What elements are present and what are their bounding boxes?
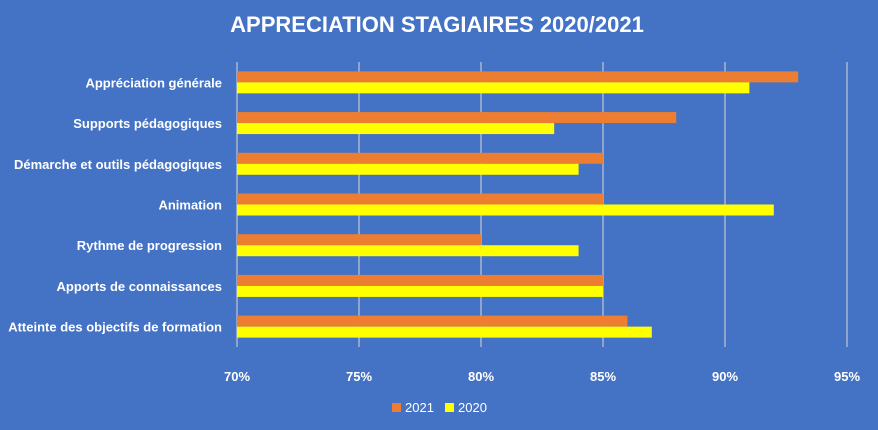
bar-2021 — [237, 193, 603, 205]
x-tick-label: 70% — [224, 369, 250, 384]
bar-2020 — [237, 123, 555, 135]
category-label: Démarche et outils pédagogiques — [14, 157, 222, 172]
bar-2021 — [237, 71, 799, 83]
category-label: Apports de connaissances — [57, 279, 222, 294]
bar-2021 — [237, 234, 481, 246]
x-tick-labels: 70% 75% 80% 85% 90% 95% — [224, 369, 860, 384]
bar-2021 — [237, 112, 677, 124]
bar-2021 — [237, 274, 603, 286]
bar-2021 — [237, 315, 628, 327]
bar-2020 — [237, 163, 579, 175]
category-label: Atteinte des objectifs de formation — [8, 320, 222, 335]
category-labels: Appréciation générale Supports pédagogiqu… — [8, 75, 222, 334]
legend-label-2020: 2020 — [458, 400, 487, 415]
bars — [237, 71, 799, 338]
bar-2020 — [237, 82, 750, 94]
category-label: Appréciation générale — [85, 75, 222, 90]
bar-2020 — [237, 204, 774, 216]
x-tick-label: 75% — [346, 369, 372, 384]
legend-label-2021: 2021 — [405, 400, 434, 415]
category-label: Rythme de progression — [77, 238, 222, 253]
bar-2021 — [237, 152, 603, 164]
bar-2020 — [237, 285, 603, 297]
bar-2020 — [237, 245, 579, 257]
x-tick-label: 85% — [590, 369, 616, 384]
chart-title: APPRECIATION STAGIAIRES 2020/2021 — [230, 12, 644, 37]
category-label: Animation — [158, 198, 222, 213]
x-tick-label: 90% — [712, 369, 738, 384]
legend-swatch-2020 — [445, 403, 454, 412]
bar-2020 — [237, 326, 652, 338]
x-tick-label: 95% — [834, 369, 860, 384]
x-tick-label: 80% — [468, 369, 494, 384]
legend: 2021 2020 — [392, 400, 487, 415]
category-label: Supports pédagogiques — [73, 116, 222, 131]
legend-swatch-2021 — [392, 403, 401, 412]
